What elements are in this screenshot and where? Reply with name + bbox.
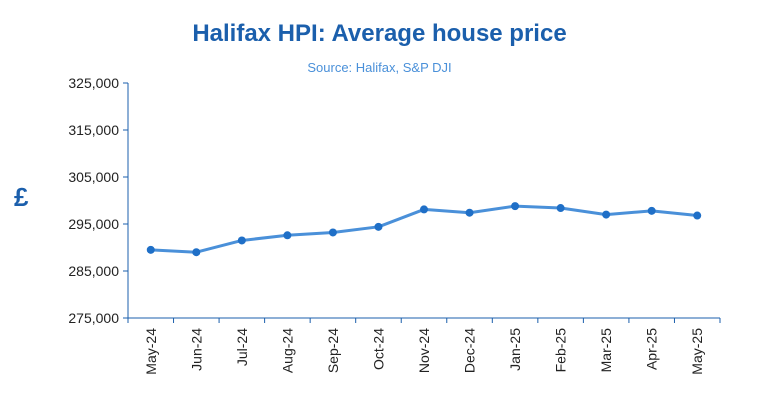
data-point <box>556 204 565 213</box>
y-tick-label: 315,000 <box>68 122 119 138</box>
x-tick-label: Mar-25 <box>598 328 614 373</box>
data-point <box>602 210 611 219</box>
data-point <box>420 205 428 214</box>
data-point <box>328 228 337 237</box>
y-tick-label: 325,000 <box>68 75 119 91</box>
x-tick-label: May-25 <box>689 328 705 375</box>
x-tick-label: May-24 <box>143 328 159 375</box>
data-point <box>237 236 246 245</box>
data-point <box>146 245 155 254</box>
x-tick-label: Jul-24 <box>234 328 250 366</box>
x-tick-label: Nov-24 <box>416 328 432 373</box>
y-tick-label: 285,000 <box>68 263 119 279</box>
data-point <box>511 202 520 211</box>
data-point <box>465 208 474 217</box>
y-axis: 275,000 285,000 295,000 305,000 315,000 325,0… <box>68 75 129 326</box>
data-point <box>192 248 201 257</box>
x-tick-label: Sep-24 <box>325 328 341 373</box>
x-tick-label: Jan-25 <box>507 328 523 371</box>
x-tick-label: Dec-24 <box>462 328 478 373</box>
x-tick-label: Jun-24 <box>188 328 204 371</box>
data-point <box>693 211 702 220</box>
y-tick-label: 275,000 <box>68 310 119 326</box>
series <box>146 202 702 257</box>
data-point <box>374 222 383 231</box>
data-point <box>283 231 292 240</box>
chart-title: Halifax HPI: Average house price <box>192 20 567 47</box>
data-point <box>647 206 656 215</box>
x-axis: May-24 Jun-24 Jul-24 Aug-24 Sep-24 Oct-24 Nov-… <box>127 317 721 375</box>
y-tick-label: 305,000 <box>68 169 119 185</box>
y-axis-label: £ <box>14 182 29 212</box>
x-tick-label: Feb-25 <box>553 328 569 373</box>
x-tick-label: Apr-25 <box>644 328 660 370</box>
chart-subtitle: Source: Halifax, S&P DJI <box>307 60 452 75</box>
x-tick-label: Aug-24 <box>279 328 295 373</box>
y-tick-label: 295,000 <box>68 216 119 232</box>
x-tick-label: Oct-24 <box>370 328 386 370</box>
